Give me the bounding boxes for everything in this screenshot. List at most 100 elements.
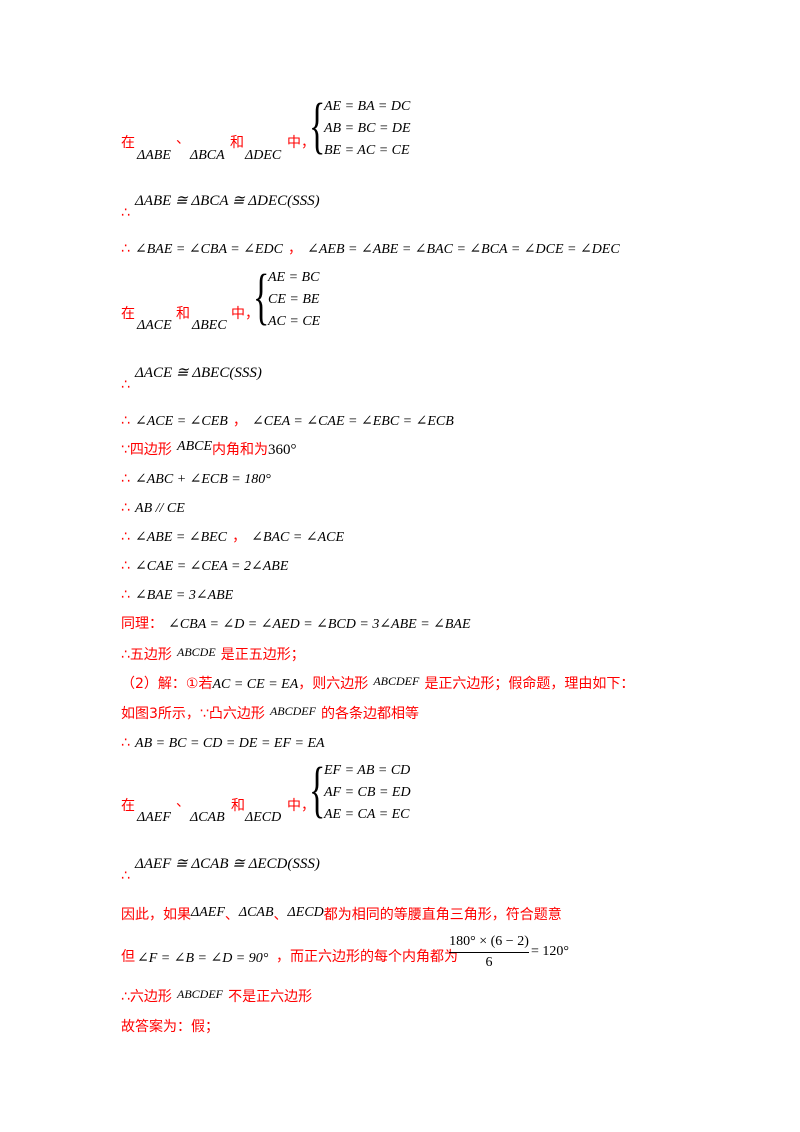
- fraction-bar: [449, 952, 529, 953]
- answer-text: 故答案为：假；: [121, 1019, 219, 1035]
- text: 的各条边都相等: [321, 706, 420, 722]
- math-expression: ∠CEA = ∠CAE = ∠EBC = ∠ECB: [252, 414, 454, 429]
- text: 五边形: [129, 647, 172, 663]
- separator: ，: [232, 413, 247, 429]
- triangle-label: ΔACE: [137, 318, 172, 333]
- math-expression: AC = CE = EA: [212, 677, 299, 692]
- left-brace: {: [253, 263, 270, 331]
- math-expression: ∠ACE = ∠CEB: [135, 414, 228, 429]
- math-expression: ∠BAE = ∠CBA = ∠EDC: [135, 242, 283, 257]
- equation: AB = BC = DE: [324, 121, 411, 136]
- therefore-if-line: 因此，如果ΔAEF、ΔCAB、ΔECD都为相同的等腰直角三角形，符合题意: [121, 904, 562, 924]
- equation: AF = CB = ED: [324, 785, 411, 800]
- text: 凸六边形: [208, 706, 265, 722]
- math-expression: ΔACE ≅ ΔBEC(SSS): [135, 365, 262, 381]
- text-zhong: 中，: [287, 798, 315, 814]
- text-he: 和: [230, 135, 244, 151]
- text-zai: 在: [121, 306, 135, 322]
- equation: AE = BA = DC: [324, 99, 411, 114]
- text-dun: 、: [176, 131, 190, 147]
- triangle-label: ΔECD: [287, 905, 324, 920]
- equation: AE = CA = EC: [324, 807, 410, 822]
- math-expression: ∠F = ∠B = ∠D = 90°: [137, 951, 269, 966]
- hexagon-conclusion: ∴六边形 ABCDEF 不是正六边形: [121, 986, 312, 1006]
- text: ，而正六边形的每个内角都为: [276, 949, 458, 965]
- text-zhong: 中，: [231, 306, 259, 322]
- math-expression: ∠CAE = ∠CEA = 2∠ABE: [135, 559, 289, 574]
- equation-system: EF = AB = CD AF = CB = ED AE = CA = EC: [324, 760, 411, 826]
- therefore-symbol: ∴: [121, 377, 130, 393]
- triangle-label: ΔDEC: [245, 148, 282, 163]
- left-brace: {: [309, 756, 326, 824]
- text-dun: 、: [176, 794, 190, 810]
- angles-line: ∴ ∠ACE = ∠CEB ， ∠CEA = ∠CAE = ∠EBC = ∠EC…: [121, 410, 454, 430]
- math-value: 360°: [268, 442, 297, 458]
- sides-line: ∴ AB = BC = CD = DE = EF = EA: [121, 732, 325, 752]
- equation-system: AE = BA = DC AB = BC = DE BE = AC = CE: [324, 96, 411, 162]
- math-expression: AB = BC = CD = DE = EF = EA: [135, 736, 325, 751]
- text: 不是正六边形: [228, 989, 313, 1005]
- equation-system: AE = BC CE = BE AC = CE: [268, 267, 320, 333]
- fraction-denominator: 6: [485, 955, 493, 970]
- therefore-symbol: ∴: [121, 558, 130, 574]
- polygon-name: ABCDEF: [373, 674, 420, 688]
- because-symbol: ∵: [121, 442, 130, 458]
- text: 六边形: [129, 989, 172, 1005]
- congruence-line: ∴ ΔABE ≅ ΔBCA ≅ ΔDEC(SSS): [121, 190, 320, 221]
- fraction-numerator: 180° × (6 − 2): [449, 934, 529, 949]
- polygon-name: ABCDEF: [177, 987, 224, 1001]
- text: 是正六边形；假命题，理由如下：: [424, 676, 635, 692]
- equal-angles-line: ∴ ∠ABE = ∠BEC ， ∠BAC = ∠ACE: [121, 526, 344, 546]
- text: 内角和为: [212, 442, 269, 458]
- math-expression: ΔABE ≅ ΔBCA ≅ ΔDEC(SSS): [135, 193, 320, 209]
- math-expression: ∠CBA = ∠D = ∠AED = ∠BCD = 3∠ABE = ∠BAE: [168, 617, 471, 632]
- math-expression: ∠ABE = ∠BEC: [135, 530, 228, 545]
- separator: ，: [288, 241, 303, 257]
- therefore-symbol: ∴: [121, 241, 130, 257]
- text: ，则六边形: [298, 676, 369, 692]
- text-he: 和: [176, 306, 190, 322]
- polygon-name: ABCDEF: [269, 704, 316, 718]
- therefore-symbol: ∴: [121, 500, 130, 516]
- triangle-label: ΔCAB: [190, 810, 225, 825]
- figure3-line: 如图3所示，∵凸六边形 ABCDEF 的各条边都相等: [121, 703, 419, 723]
- equal-angles-line: ∴ ∠CAE = ∠CEA = 2∠ABE: [121, 555, 288, 575]
- sum-line: ∴ ∠ABC + ∠ECB = 180°: [121, 468, 271, 488]
- triangle-label: ΔABE: [137, 148, 171, 163]
- similarly-line: 同理： ∠CBA = ∠D = ∠AED = ∠BCD = 3∠ABE = ∠B…: [121, 613, 471, 633]
- equation: AE = BC: [268, 270, 320, 285]
- equation: AC = CE: [268, 314, 321, 329]
- triangle-label: ΔAEF: [137, 810, 171, 825]
- math-expression: ∠BAC = ∠ACE: [251, 530, 345, 545]
- math-expression: AB // CE: [135, 501, 185, 516]
- text-zhong: 中，: [287, 135, 315, 151]
- therefore-symbol: ∴: [121, 868, 130, 884]
- parallel-line: ∴ AB // CE: [121, 497, 185, 517]
- triangle-label: ΔBCA: [190, 148, 225, 163]
- text: 如图3所示，: [121, 706, 200, 722]
- polygon-name: ABCDE: [177, 645, 216, 659]
- math-expression: ∠ABC + ∠ECB = 180°: [135, 472, 271, 487]
- text: 都为相同的等腰直角三角形，符合题意: [323, 907, 562, 923]
- therefore-symbol: ∴: [121, 989, 130, 1005]
- math-expression: = 120°: [531, 944, 569, 959]
- polygon-name: ABCE: [177, 439, 213, 454]
- therefore-symbol: ∴: [121, 647, 130, 663]
- congruence-line: ∴ ΔAEF ≅ ΔCAB ≅ ΔECD(SSS): [121, 853, 320, 884]
- part2-line: （2）解：①若AC = CE = EA，则六边形 ABCDEF 是正六边形；假命…: [121, 673, 634, 693]
- therefore-symbol: ∴: [121, 471, 130, 487]
- text: 因此，如果: [121, 907, 191, 923]
- text: （2）解：①若: [121, 676, 213, 692]
- left-brace: {: [309, 92, 326, 160]
- triangle-label: ΔAEF: [191, 905, 225, 920]
- triangle-label: ΔCAB: [238, 905, 274, 920]
- therefore-symbol: ∴: [121, 205, 130, 221]
- therefore-symbol: ∴: [121, 413, 130, 429]
- text: 同理：: [121, 616, 163, 632]
- equation: CE = BE: [268, 292, 320, 307]
- math-expression: ∠BAE = 3∠ABE: [135, 588, 234, 603]
- fraction: 180° × (6 − 2) 6: [449, 934, 529, 971]
- math-expression: ΔAEF ≅ ΔCAB ≅ ΔECD(SSS): [135, 856, 320, 872]
- quad-line: ∵四边形 ABCE内角和为360°: [121, 439, 297, 459]
- equation: BE = AC = CE: [324, 143, 410, 158]
